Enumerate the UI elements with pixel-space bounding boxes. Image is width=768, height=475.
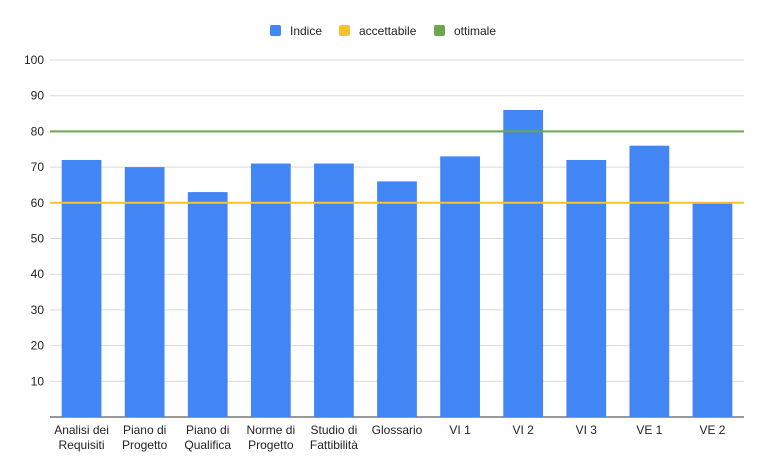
- x-tick-label: Norme di Progetto: [246, 423, 295, 452]
- y-tick-label: 70: [31, 160, 45, 174]
- x-tick-label: Piano di Qualifica: [184, 423, 231, 452]
- x-tick-label-line: VI 1: [449, 423, 471, 437]
- x-tick-label-line: Analisi dei: [54, 423, 109, 437]
- legend-label: accettabile: [359, 24, 417, 38]
- x-tick-label-line: Progetto: [248, 438, 294, 452]
- chart-legend: Indice accettabile ottimale: [270, 24, 496, 38]
- x-tick-label-line: VE 2: [699, 423, 725, 437]
- bar: [250, 163, 291, 417]
- x-tick-label: VI 2: [513, 423, 535, 437]
- legend-swatch: [434, 25, 445, 36]
- x-tick-label-line: Qualifica: [184, 438, 231, 452]
- y-tick-label: 50: [31, 232, 45, 246]
- x-tick-label: VE 2: [699, 423, 725, 437]
- x-tick-label-line: Piano di: [186, 423, 229, 437]
- x-tick-label: Analisi dei Requisiti: [54, 423, 109, 452]
- y-tick-label: 20: [31, 339, 45, 353]
- x-tick-label: VE 1: [636, 423, 662, 437]
- threshold-lines: [50, 130, 744, 204]
- bar: [692, 202, 733, 417]
- y-tick-label: 40: [31, 267, 45, 281]
- bar: [440, 156, 480, 417]
- bar: [314, 163, 354, 417]
- y-tick-label: 100: [24, 53, 44, 67]
- bar: [124, 167, 165, 417]
- y-tick-label: 10: [31, 374, 45, 388]
- legend-swatch: [270, 25, 281, 36]
- legend-swatch: [339, 25, 350, 36]
- x-tick-label-line: Norme di: [246, 423, 295, 437]
- bar: [187, 192, 228, 417]
- x-tick-label: Glossario: [372, 423, 423, 437]
- bar: [377, 181, 417, 417]
- bar: [503, 109, 544, 417]
- x-tick-label-line: VI 2: [513, 423, 535, 437]
- bar: [61, 159, 102, 417]
- y-tick-label: 80: [31, 124, 45, 138]
- x-tick-label-line: VI 3: [576, 423, 598, 437]
- x-tick-label-line: Requisiti: [59, 438, 105, 452]
- x-tick-label-line: Piano di: [123, 423, 166, 437]
- y-axis-ticks: 10 20 30 40 50 60 70 80 90 100: [24, 53, 44, 388]
- legend-label: Indice: [290, 24, 322, 38]
- y-tick-label: 90: [31, 89, 45, 103]
- bar: [566, 159, 607, 417]
- x-tick-label: VI 1: [449, 423, 471, 437]
- x-tick-label-line: Progetto: [122, 438, 168, 452]
- y-tick-label: 60: [31, 196, 45, 210]
- x-tick-label-line: Studio di: [311, 423, 358, 437]
- x-tick-label-line: Glossario: [372, 423, 423, 437]
- x-tick-label-line: Fattibilità: [310, 438, 358, 452]
- x-tick-label-line: VE 1: [636, 423, 662, 437]
- y-tick-label: 30: [31, 303, 45, 317]
- chart-bars: [61, 109, 733, 417]
- x-tick-label: Piano di Progetto: [122, 423, 168, 452]
- x-tick-label: Studio di Fattibilità: [310, 423, 358, 452]
- x-tick-label: VI 3: [576, 423, 598, 437]
- legend-label: ottimale: [454, 24, 496, 38]
- bar: [629, 145, 670, 417]
